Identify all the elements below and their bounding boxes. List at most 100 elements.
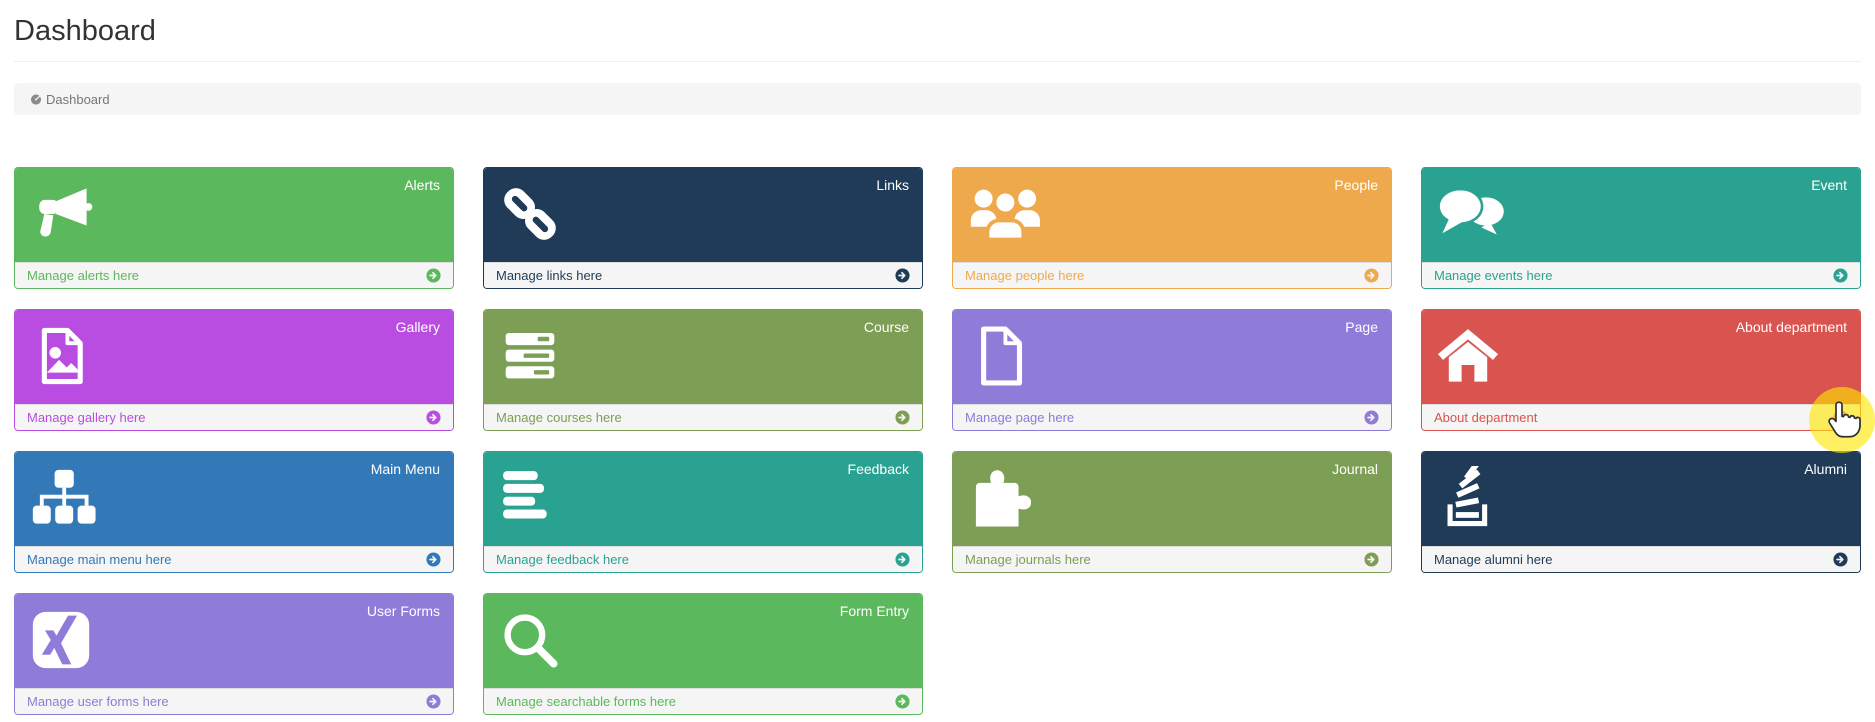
card-top[interactable]: User Forms — [15, 594, 453, 688]
card-event[interactable]: Event Manage events here — [1421, 167, 1861, 289]
card-top[interactable]: Main Menu — [15, 452, 453, 546]
card-title: Gallery — [395, 319, 440, 335]
card-footer-text: Manage journals here — [965, 552, 1091, 567]
card-footer[interactable]: Manage people here — [953, 262, 1391, 288]
breadcrumb: Dashboard — [14, 83, 1861, 115]
breadcrumb-item-dashboard: Dashboard — [46, 91, 110, 107]
card-title: Feedback — [847, 461, 909, 477]
arrow-circle-right-icon[interactable] — [895, 410, 910, 425]
arrow-circle-right-icon[interactable] — [895, 268, 910, 283]
card-footer-text: Manage page here — [965, 410, 1075, 425]
arrow-circle-right-icon[interactable] — [1833, 410, 1848, 425]
arrow-circle-right-icon[interactable] — [895, 694, 910, 709]
card-footer-text: Manage searchable forms here — [496, 694, 676, 709]
card-footer[interactable]: Manage links here — [484, 262, 922, 288]
card-about-department[interactable]: About department About department — [1421, 309, 1861, 431]
bullhorn-icon — [29, 182, 93, 246]
xing-icon — [29, 608, 93, 672]
arrow-circle-right-icon[interactable] — [426, 552, 441, 567]
card-top[interactable]: Feedback — [484, 452, 922, 546]
arrow-circle-right-icon[interactable] — [1364, 410, 1379, 425]
card-top[interactable]: About department — [1422, 310, 1860, 404]
card-footer[interactable]: Manage journals here — [953, 546, 1391, 572]
card-top[interactable]: Alerts — [15, 168, 453, 262]
card-form-entry[interactable]: Form Entry Manage searchable forms here — [483, 593, 923, 715]
card-top[interactable]: Event — [1422, 168, 1860, 262]
card-main-menu[interactable]: Main Menu Manage main menu here — [14, 451, 454, 573]
card-user-forms[interactable]: User Forms Manage user forms here — [14, 593, 454, 715]
card-title: User Forms — [366, 603, 440, 619]
arrow-circle-right-icon[interactable] — [426, 410, 441, 425]
card-title: Event — [1811, 177, 1847, 193]
arrow-circle-right-icon[interactable] — [1833, 268, 1848, 283]
card-footer-text: Manage alumni here — [1434, 552, 1553, 567]
card-title: Alerts — [404, 177, 440, 193]
card-footer[interactable]: About department — [1422, 404, 1860, 430]
arrow-circle-right-icon[interactable] — [895, 552, 910, 567]
arrow-circle-right-icon[interactable] — [426, 268, 441, 283]
card-gallery[interactable]: Gallery Manage gallery here — [14, 309, 454, 431]
card-grid: Alerts Manage alerts here Links Manage l… — [14, 167, 1861, 715]
card-top[interactable]: Links — [484, 168, 922, 262]
card-links[interactable]: Links Manage links here — [483, 167, 923, 289]
card-top[interactable]: Form Entry — [484, 594, 922, 688]
card-footer-text: About department — [1434, 410, 1538, 425]
card-title: Form Entry — [839, 603, 909, 619]
card-alerts[interactable]: Alerts Manage alerts here — [14, 167, 454, 289]
card-title: Main Menu — [370, 461, 440, 477]
dashboard-icon — [29, 92, 43, 106]
card-footer[interactable]: Manage gallery here — [15, 404, 453, 430]
card-top[interactable]: Gallery — [15, 310, 453, 404]
home-icon — [1436, 324, 1500, 388]
card-feedback[interactable]: Feedback Manage feedback here — [483, 451, 923, 573]
users-icon — [967, 182, 1044, 246]
card-footer[interactable]: Manage alumni here — [1422, 546, 1860, 572]
card-title: Page — [1345, 319, 1378, 335]
card-title: Journal — [1332, 461, 1378, 477]
card-footer[interactable]: Manage alerts here — [15, 262, 453, 288]
card-course[interactable]: Course Manage courses here — [483, 309, 923, 431]
file-icon — [967, 324, 1031, 388]
card-footer[interactable]: Manage searchable forms here — [484, 688, 922, 714]
card-page[interactable]: Page Manage page here — [952, 309, 1392, 431]
card-footer-text: Manage people here — [965, 268, 1085, 283]
link-icon — [498, 182, 562, 246]
card-journal[interactable]: Journal Manage journals here — [952, 451, 1392, 573]
card-alumni[interactable]: Alumni Manage alumni here — [1421, 451, 1861, 573]
card-top[interactable]: Course — [484, 310, 922, 404]
card-footer-text: Manage feedback here — [496, 552, 629, 567]
arrow-circle-right-icon[interactable] — [1833, 552, 1848, 567]
card-footer-text: Manage gallery here — [27, 410, 146, 425]
card-footer[interactable]: Manage main menu here — [15, 546, 453, 572]
card-footer-text: Manage courses here — [496, 410, 622, 425]
comments-icon — [1436, 182, 1508, 246]
image-icon — [29, 324, 93, 388]
puzzle-icon — [967, 466, 1031, 530]
arrow-circle-right-icon[interactable] — [426, 694, 441, 709]
card-footer[interactable]: Manage courses here — [484, 404, 922, 430]
arrow-circle-right-icon[interactable] — [1364, 268, 1379, 283]
align-left-icon — [498, 466, 562, 530]
page-title: Dashboard — [14, 0, 1861, 62]
card-footer-text: Manage links here — [496, 268, 603, 283]
sitemap-icon — [29, 466, 99, 530]
card-footer-text: Manage main menu here — [27, 552, 172, 567]
card-top[interactable]: Alumni — [1422, 452, 1860, 546]
card-title: Links — [876, 177, 909, 193]
card-top[interactable]: Page — [953, 310, 1391, 404]
card-title: About department — [1735, 319, 1847, 335]
card-footer-text: Manage alerts here — [27, 268, 140, 283]
card-footer[interactable]: Manage events here — [1422, 262, 1860, 288]
card-footer[interactable]: Manage user forms here — [15, 688, 453, 714]
card-footer-text: Manage events here — [1434, 268, 1553, 283]
card-footer[interactable]: Manage feedback here — [484, 546, 922, 572]
card-footer[interactable]: Manage page here — [953, 404, 1391, 430]
search-icon — [498, 608, 562, 672]
arrow-circle-right-icon[interactable] — [1364, 552, 1379, 567]
server-icon — [498, 324, 562, 388]
card-top[interactable]: Journal — [953, 452, 1391, 546]
card-people[interactable]: People Manage people here — [952, 167, 1392, 289]
card-top[interactable]: People — [953, 168, 1391, 262]
card-title: People — [1334, 177, 1378, 193]
card-footer-text: Manage user forms here — [27, 694, 169, 709]
